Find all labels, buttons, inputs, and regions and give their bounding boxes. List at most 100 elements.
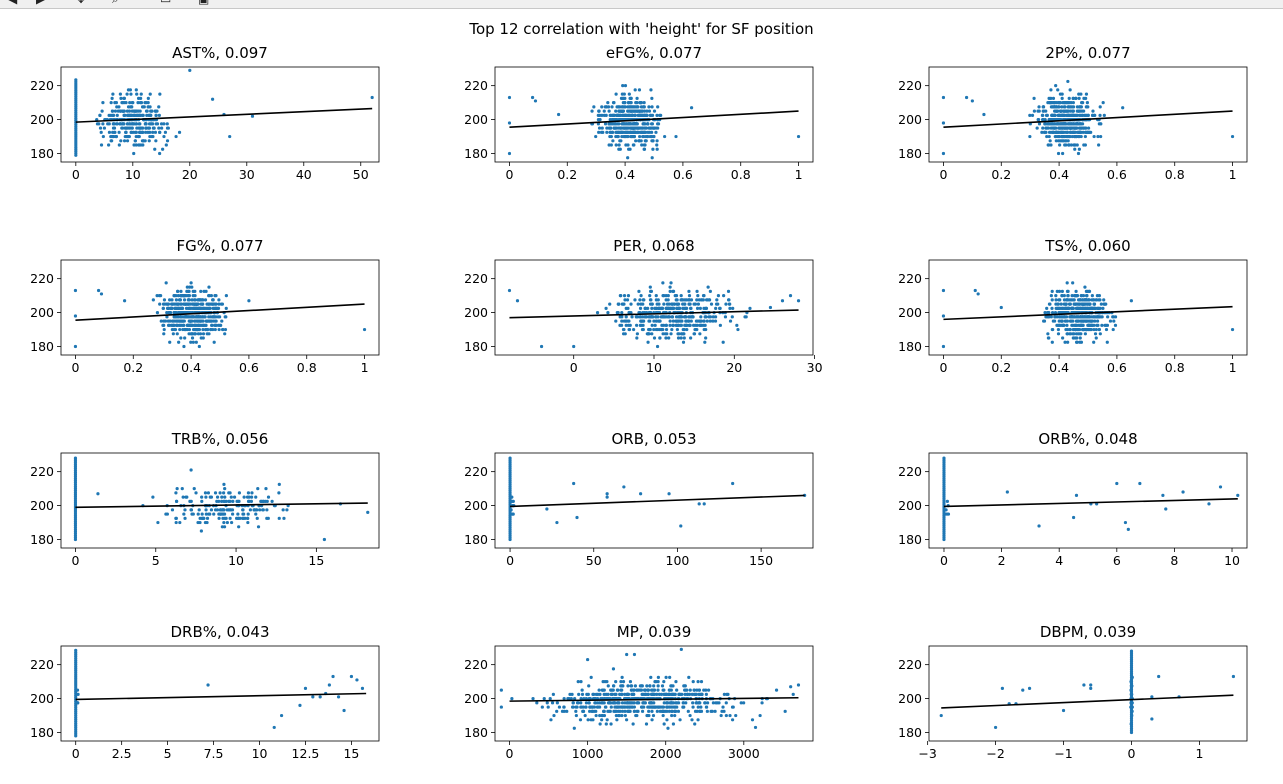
axes-frame [494,452,814,549]
data-point [1112,319,1116,323]
data-point [614,680,618,684]
data-point [199,529,203,533]
data-point [1078,298,1082,302]
data-point [698,323,702,327]
data-point [170,327,174,332]
data-point [1066,139,1070,143]
data-point [632,126,636,130]
data-point [199,298,203,302]
data-point [180,310,184,315]
data-point [629,684,634,688]
data-point [1067,101,1071,105]
data-point [650,96,654,100]
data-point [728,713,732,718]
data-point [1097,143,1101,147]
data-point [579,680,583,684]
save-icon[interactable]: ▣ [198,0,216,6]
data-point [311,695,315,699]
data-point [679,336,683,340]
data-point [670,315,675,319]
data-point [137,134,141,139]
data-point [1071,101,1075,105]
data-point [157,105,161,109]
data-point [175,332,179,336]
data-point [586,718,590,722]
data-point [698,319,703,323]
x-tick-label: 0 [939,167,947,182]
data-point [173,315,178,319]
data-point [1074,493,1079,498]
data-point [212,512,216,516]
data-point [1043,310,1047,315]
y-tick-label: 220 [898,657,922,672]
data-point [130,101,134,105]
data-point [162,122,166,126]
y-tick-label: 180 [464,725,488,740]
y-tick-label: 200 [898,305,922,320]
data-point [1021,688,1025,692]
data-point [236,516,240,520]
data-point [218,491,222,495]
data-point [625,298,630,302]
x-tick-label: 30 [807,360,823,375]
data-point [186,298,191,302]
data-point [1095,319,1100,323]
data-point [119,139,123,143]
data-point [650,332,654,336]
fit-line [509,696,799,702]
data-point [1054,109,1058,113]
pan-icon[interactable]: ✥ [76,0,94,6]
subplot-title: FG%, 0.077 [177,237,264,255]
data-point [1056,151,1061,156]
data-point [1077,147,1081,151]
data-point [639,294,643,298]
data-point [1102,298,1106,302]
data-point [682,336,686,340]
zoom-icon[interactable]: ⌕ [112,0,130,6]
arrow-back-icon[interactable]: ◀ [8,0,26,6]
data-point [941,344,946,349]
data-point [226,508,231,512]
data-point [665,718,669,722]
data-point [1090,294,1094,298]
subplot-title: ORB, 0.053 [612,430,697,448]
data-point [647,126,651,130]
data-point [184,495,188,499]
data-point [225,520,229,525]
data-point [624,134,628,139]
data-point [174,491,178,495]
data-point [138,130,143,134]
y-tick-label: 220 [898,271,922,286]
data-point [676,323,680,327]
data-point [609,705,613,709]
data-point [144,126,148,130]
data-point [661,705,666,709]
data-point [1057,306,1061,310]
data-point [682,332,686,336]
arrow-forward-icon[interactable]: ▶ [36,0,54,6]
data-point [207,302,211,306]
data-point [650,156,654,160]
data-point [188,302,192,306]
data-point [611,667,616,671]
data-point [1066,134,1070,139]
data-point [191,294,195,298]
data-point [655,692,659,696]
data-point [246,499,251,503]
data-point [189,340,193,344]
data-point [641,701,646,705]
data-point [1055,315,1059,319]
x-tick-label: 7.5 [204,746,224,761]
data-point [695,289,699,293]
data-point [259,499,263,503]
data-point [1036,117,1041,122]
data-point [584,701,589,705]
data-point [168,310,173,315]
data-point [669,281,673,285]
subplots-icon[interactable]: ▭ [160,0,178,6]
data-point [693,323,698,327]
data-point [1044,126,1048,130]
data-point [677,315,682,319]
data-point [180,487,184,491]
data-point [707,298,711,302]
